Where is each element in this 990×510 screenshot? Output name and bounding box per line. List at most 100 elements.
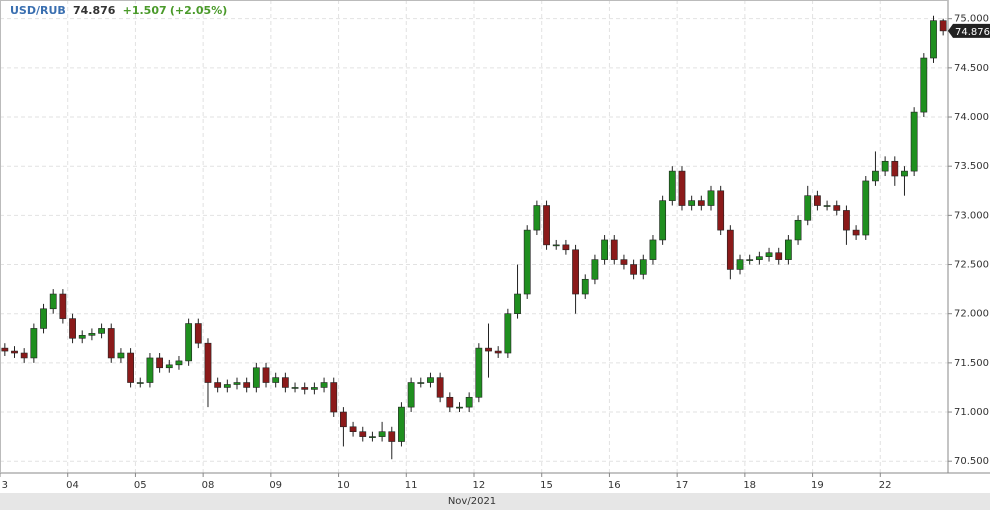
candle-body: [369, 436, 376, 438]
last-price: 74.876: [73, 4, 116, 17]
candle-body: [910, 111, 918, 172]
candle-body: [11, 350, 18, 354]
candle-body: [920, 57, 928, 113]
x-tick-label: 12: [472, 480, 485, 491]
candle-body: [398, 406, 405, 442]
candle-body: [765, 252, 773, 257]
candle-body: [852, 229, 860, 236]
price-tag: [948, 23, 990, 38]
x-tick-label: 05: [134, 480, 147, 491]
candle-body: [523, 229, 531, 295]
candle-body: [78, 335, 86, 339]
y-tick-label: 73.500: [954, 161, 989, 172]
candle-body: [117, 352, 125, 359]
candle-body: [223, 384, 231, 388]
candle-body: [872, 170, 879, 182]
y-tick-label: 74.500: [954, 63, 989, 74]
candle-body: [59, 293, 67, 319]
x-tick-label: 16: [608, 480, 621, 491]
candle-body: [30, 328, 38, 359]
x-tick-label: 18: [743, 480, 756, 491]
candle-body: [107, 328, 115, 359]
candle-body: [562, 244, 570, 251]
candle-body: [930, 20, 937, 59]
x-tick-label: 11: [405, 480, 418, 491]
candle-body: [475, 347, 483, 398]
candle-body: [717, 190, 725, 231]
x-tick-label: 08: [202, 480, 215, 491]
candle-body: [204, 342, 212, 383]
candle-body: [156, 357, 164, 369]
candle-body: [330, 382, 338, 413]
candle-body: [407, 382, 415, 408]
y-tick-label: 70.500: [954, 456, 989, 467]
y-tick-label: 74.000: [954, 112, 989, 123]
candle-body: [427, 377, 434, 383]
candle-body: [891, 160, 899, 177]
candle-body: [784, 239, 792, 260]
candle-body: [707, 190, 715, 206]
candle-body: [378, 431, 386, 437]
candle-body: [601, 239, 608, 260]
candle-body: [456, 406, 463, 409]
candle-body: [262, 367, 270, 383]
candle-body: [610, 239, 618, 260]
candle-body: [301, 387, 309, 390]
candle-body: [794, 219, 802, 241]
candle-body: [69, 318, 76, 339]
candle-body: [98, 328, 105, 334]
candle-body: [533, 205, 541, 231]
candle-body: [552, 244, 560, 247]
candle-body: [88, 333, 96, 336]
candle-body: [630, 264, 638, 275]
candle-body: [20, 352, 28, 359]
candle-body: [697, 200, 705, 206]
candle-body: [862, 180, 870, 236]
candle-body: [388, 431, 396, 442]
candle-body: [165, 364, 173, 369]
price-tag-label: 74.876: [955, 27, 990, 38]
y-tick-label: 73.000: [954, 210, 989, 221]
date-band: [0, 493, 990, 510]
candle-body: [814, 195, 821, 206]
candle-body: [804, 195, 812, 221]
candle-body: [40, 308, 47, 329]
candle-body: [320, 382, 328, 388]
candle-body: [252, 367, 260, 388]
candle-body: [49, 293, 57, 310]
candle-body: [417, 382, 425, 384]
candle-body: [939, 20, 947, 32]
y-tick-label: 71.000: [954, 407, 989, 418]
candle-body: [591, 259, 599, 280]
candle-body: [185, 323, 193, 362]
candle-body: [310, 387, 318, 390]
candle-body: [494, 350, 502, 354]
x-tick-label: 22: [879, 480, 892, 491]
candle-body: [823, 205, 831, 207]
candle-body: [678, 170, 686, 206]
candle-body: [543, 205, 550, 246]
candle-body: [281, 377, 289, 388]
change-pct: (+2.05%): [170, 4, 227, 17]
header: USD/RUB 74.876 +1.507 (+2.05%): [10, 4, 227, 17]
x-tick-label: 19: [811, 480, 824, 491]
candle-body: [668, 170, 676, 201]
candle-body: [843, 210, 850, 231]
candle-body: [194, 323, 202, 344]
candle-body: [639, 259, 647, 275]
candle-body: [175, 360, 183, 366]
x-tick-label: 17: [676, 480, 689, 491]
y-tick-label: 72.500: [954, 260, 989, 271]
candle-body: [736, 259, 744, 270]
candle-body: [881, 160, 889, 172]
candle-body: [485, 347, 492, 352]
candle-body: [572, 249, 579, 295]
candle-body: [514, 293, 521, 314]
candle-body: [620, 259, 628, 265]
candle-body: [649, 239, 657, 260]
candle-body: [659, 200, 667, 241]
candle-body: [291, 387, 299, 389]
x-tick-label: 15: [540, 480, 553, 491]
candle-body: [465, 396, 473, 408]
candle-body: [688, 200, 696, 206]
